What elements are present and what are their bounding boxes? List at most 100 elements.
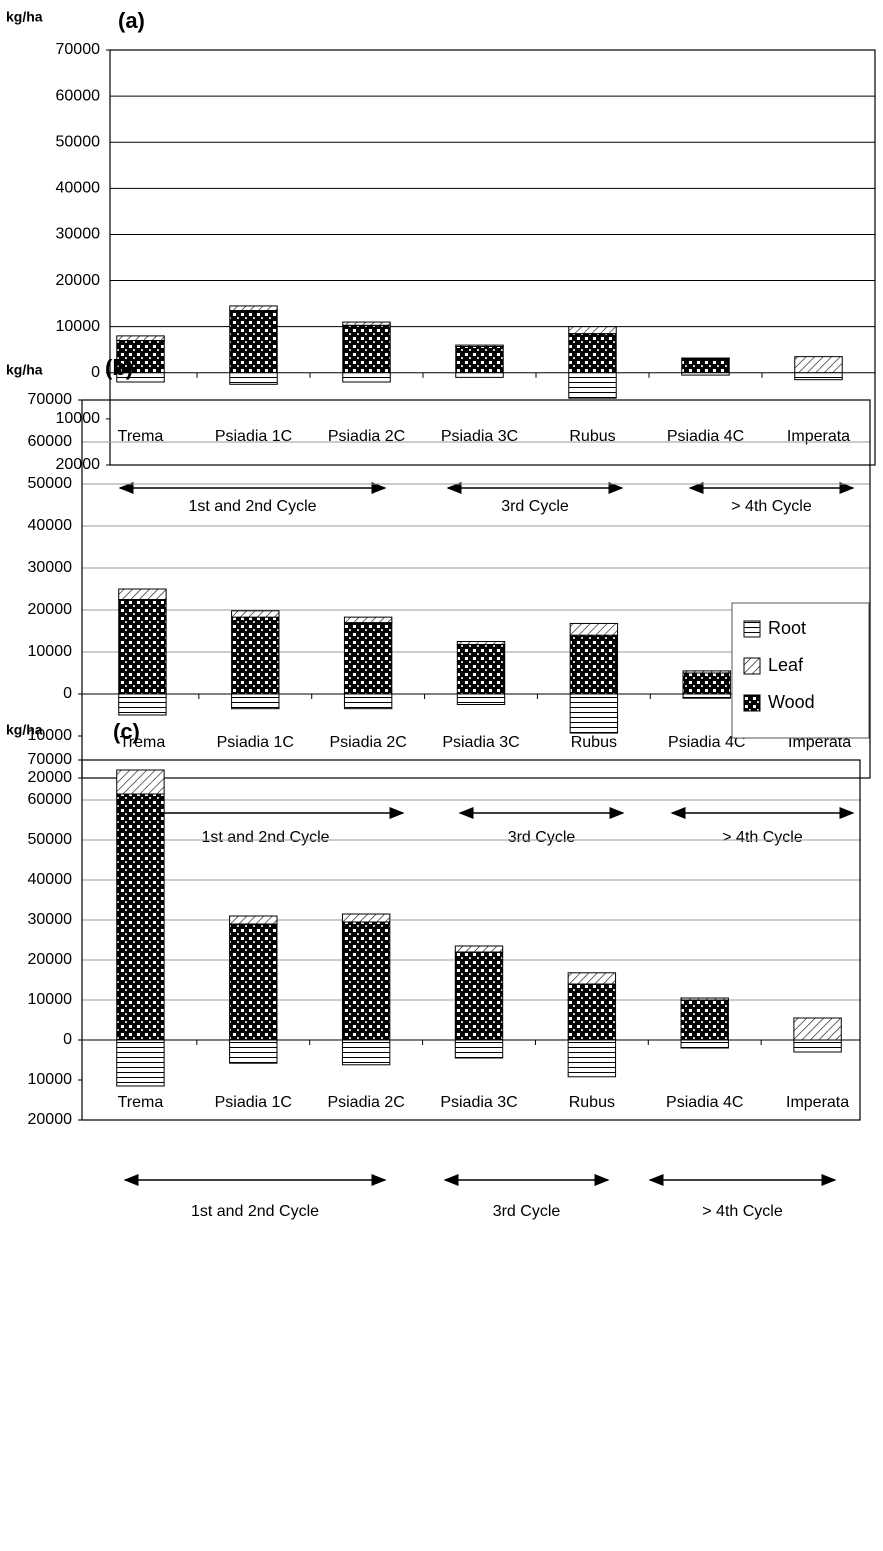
y-tick-label: 70000 (28, 751, 73, 768)
bar-segment (116, 372, 165, 383)
bar-segment (342, 372, 391, 383)
bar-segment (116, 1039, 165, 1087)
y-tick-label: 30000 (28, 911, 73, 928)
bar-segment (231, 616, 280, 695)
y-tick-label: 40000 (56, 180, 101, 197)
bar-segment (794, 356, 843, 374)
x-tick-label: Trema (118, 428, 164, 445)
plot-frame (81, 399, 871, 779)
bar-segment (794, 372, 843, 381)
bar-segment (793, 1017, 842, 1041)
x-tick-label: Psiadia 4C (668, 734, 745, 751)
x-tick-label: Psiadia 2C (328, 428, 405, 445)
bar-segment (341, 1039, 391, 1066)
bar-segment (680, 999, 729, 1041)
x-tick-label: Psiadia 2C (327, 1094, 404, 1111)
bar-segment (229, 372, 278, 385)
y-tick-label: 40000 (28, 871, 73, 888)
x-tick-label: Rubus (569, 1094, 615, 1111)
y-axis-unit: kg/ha (6, 362, 43, 378)
y-axis-unit: kg/ha (6, 9, 43, 25)
x-tick-label: Trema (118, 1094, 164, 1111)
bar-segment (456, 643, 506, 695)
cycle-label: > 4th Cycle (731, 498, 812, 515)
bar-segment (569, 634, 619, 695)
y-tick-label: 0 (91, 364, 100, 381)
y-tick-label: 20000 (28, 1111, 73, 1128)
y-tick-label: 20000 (56, 272, 101, 289)
y-tick-label: 10000 (28, 643, 73, 660)
bar-segment (229, 1039, 278, 1064)
bar-segment (229, 923, 278, 1041)
legend-label: Root (768, 618, 806, 638)
cycle-label: 1st and 2nd Cycle (201, 829, 329, 846)
bar-segment (455, 372, 504, 378)
bar-segment (118, 588, 167, 600)
bar-segment (229, 305, 278, 312)
bar-segment (681, 357, 730, 360)
cycle-label: 3rd Cycle (501, 498, 569, 515)
bar-segment (567, 972, 617, 985)
bar-segment (456, 693, 506, 705)
y-tick-label: 70000 (28, 391, 73, 408)
bar-segment (455, 344, 504, 347)
y-tick-label: 20000 (28, 769, 73, 786)
bar-segment (680, 1039, 729, 1049)
y-tick-label: 40000 (28, 517, 73, 534)
bar-segment (342, 324, 391, 374)
x-tick-label: Psiadia 4C (666, 1094, 743, 1111)
y-tick-label: 60000 (56, 87, 101, 104)
x-tick-label: Psiadia 3C (442, 734, 519, 751)
x-tick-label: Psiadia 4C (667, 428, 744, 445)
bar-segment (342, 321, 391, 326)
y-tick-label: 70000 (56, 41, 101, 58)
bar-segment (116, 793, 165, 1041)
y-tick-label: 0 (63, 1031, 72, 1048)
bar-segment (118, 599, 167, 695)
x-tick-label: Psiadia 1C (217, 734, 294, 751)
legend-label: Wood (768, 692, 815, 712)
bar-segment (682, 693, 731, 699)
y-tick-label: 30000 (28, 559, 73, 576)
cycle-label: 3rd Cycle (508, 829, 576, 846)
bar-segment (231, 693, 280, 710)
x-tick-label: Rubus (569, 428, 615, 445)
bar-segment (341, 913, 391, 923)
bar-segment (454, 951, 504, 1041)
y-axis-unit: kg/ha (6, 722, 43, 738)
x-tick-label: Trema (120, 734, 166, 751)
panel-label: (a) (118, 8, 145, 33)
bar-segment (567, 1039, 617, 1078)
bar-segment (343, 622, 393, 695)
panel-label: (b) (105, 355, 133, 380)
plot-frame (81, 759, 861, 1121)
bar-segment (568, 372, 617, 399)
x-tick-label: Imperata (786, 1094, 849, 1111)
cycle-label: 1st and 2nd Cycle (188, 498, 316, 515)
legend-swatch (743, 694, 761, 712)
cycle-label: > 4th Cycle (702, 1203, 783, 1220)
bar-segment (116, 769, 165, 795)
panel-label: (c) (113, 719, 140, 744)
y-tick-label: 20000 (56, 456, 101, 473)
x-tick-label: Psiadia 1C (215, 1094, 292, 1111)
y-tick-label: 50000 (56, 133, 101, 150)
bar-segment (681, 358, 730, 374)
legend-swatch (743, 620, 761, 638)
y-tick-label: 20000 (28, 601, 73, 618)
x-tick-label: Psiadia 1C (215, 428, 292, 445)
plot-frame (109, 49, 876, 466)
y-tick-label: 30000 (56, 226, 101, 243)
x-tick-label: Psiadia 3C (440, 1094, 517, 1111)
y-tick-label: 50000 (28, 475, 73, 492)
bar-segment (231, 610, 280, 618)
bar-segment (569, 693, 619, 734)
cycle-label: 3rd Cycle (493, 1203, 561, 1220)
x-tick-label: Psiadia 2C (329, 734, 406, 751)
cycle-label: 1st and 2nd Cycle (191, 1203, 319, 1220)
bar-segment (343, 693, 393, 710)
bar-segment (680, 997, 729, 1001)
bar-segment (456, 641, 506, 645)
bar-segment (341, 921, 391, 1041)
bar-segment (118, 693, 167, 716)
